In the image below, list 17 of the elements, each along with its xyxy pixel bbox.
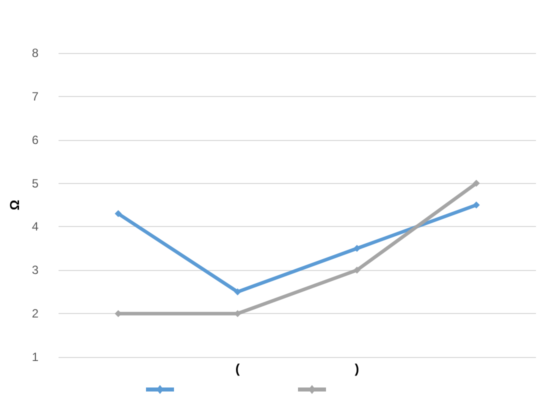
y-axis-title: Ω [7,200,22,210]
y-tick-label: 5 [32,176,39,190]
point [472,180,480,187]
y-tick-label: 2 [32,306,39,321]
y-tick-label: 7 [32,89,39,104]
y-tick-label: 6 [32,132,39,147]
point [234,288,242,296]
y-tick-label: 4 [32,220,39,234]
point [353,266,360,274]
y-tick-label: 1 [32,350,39,364]
y-tick-label: 3 [32,263,39,278]
point [114,210,122,218]
point [472,202,480,208]
x-tick-label: ( [235,361,240,376]
point [353,244,360,252]
y-tick-label: 8 [32,46,39,60]
x-tick-label: ) [354,361,360,376]
